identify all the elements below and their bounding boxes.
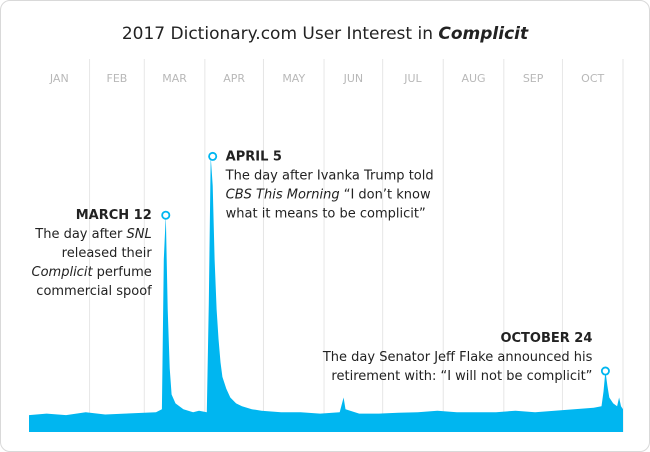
annotation-marker xyxy=(208,151,218,161)
annotation-line: CBS This Morning “I don’t know xyxy=(226,187,431,202)
month-label-aug: AUG xyxy=(461,72,485,85)
annotation-3: OCTOBER 24 The day Senator Jeff Flake ann… xyxy=(322,331,610,384)
month-label-feb: FEB xyxy=(107,72,128,85)
annotation-heading: OCTOBER 24 xyxy=(500,331,592,346)
annotation-line: retirement with: “I will not be complici… xyxy=(331,369,592,384)
annotation-line-part: Complicit xyxy=(32,265,94,280)
annotations: MARCH 12 The day after SNL released their C… xyxy=(32,149,610,384)
month-label-oct: OCT xyxy=(581,72,604,85)
chart-title-part: 2017 Dictionary.com User Interest in xyxy=(122,24,439,44)
annotation-line-part: The day after xyxy=(34,227,126,242)
annotation-line: released their xyxy=(62,246,153,261)
month-label-sep: SEP xyxy=(523,72,544,85)
annotation-1: MARCH 12 The day after SNL released their C… xyxy=(32,208,171,299)
annotation-line-part: The day after Ivanka Trump told xyxy=(225,168,434,183)
annotation-line-part: released their xyxy=(62,246,153,261)
month-labels: JAN FEB MAR APR MAY JUN JUL AUG SEP OCT xyxy=(49,72,605,85)
annotation-heading: APRIL 5 xyxy=(226,149,282,164)
month-label-jan: JAN xyxy=(49,72,69,85)
annotation-line: what it means to be complicit” xyxy=(226,206,426,221)
annotation-line-part: “I don’t know xyxy=(340,187,431,202)
chart-title: 2017 Dictionary.com User Interest in Com… xyxy=(122,24,529,44)
month-label-may: MAY xyxy=(282,72,305,85)
annotation-line: The day after Ivanka Trump told xyxy=(225,168,434,183)
annotation-line-part: The day Senator Jeff Flake announced his xyxy=(322,350,593,365)
annotation-line-part: what it means to be complicit” xyxy=(226,206,426,221)
annotation-line: commercial spoof xyxy=(36,284,152,299)
month-label-mar: MAR xyxy=(162,72,187,85)
annotation-line-part: commercial spoof xyxy=(36,284,152,299)
month-label-apr: APR xyxy=(223,72,245,85)
annotation-marker xyxy=(600,366,610,376)
annotation-line-part: retirement with: “I will not be complici… xyxy=(331,369,592,384)
month-label-jun: JUN xyxy=(343,72,364,85)
annotation-marker xyxy=(161,210,171,220)
annotation-line-part: perfume xyxy=(93,265,152,280)
annotation-line: The day after SNL xyxy=(34,227,151,242)
month-label-jul: JUL xyxy=(403,72,422,85)
month-grid xyxy=(89,59,624,432)
annotation-2: APRIL 5 The day after Ivanka Trump told CB… xyxy=(208,149,434,221)
chart-title-part: Complicit xyxy=(438,24,529,44)
annotation-line-part: CBS This Morning xyxy=(226,187,340,202)
annotation-line: The day Senator Jeff Flake announced his xyxy=(322,350,593,365)
annotation-line-part: SNL xyxy=(127,227,152,242)
annotation-line: Complicit perfume xyxy=(32,265,152,280)
annotation-heading: MARCH 12 xyxy=(76,208,152,223)
